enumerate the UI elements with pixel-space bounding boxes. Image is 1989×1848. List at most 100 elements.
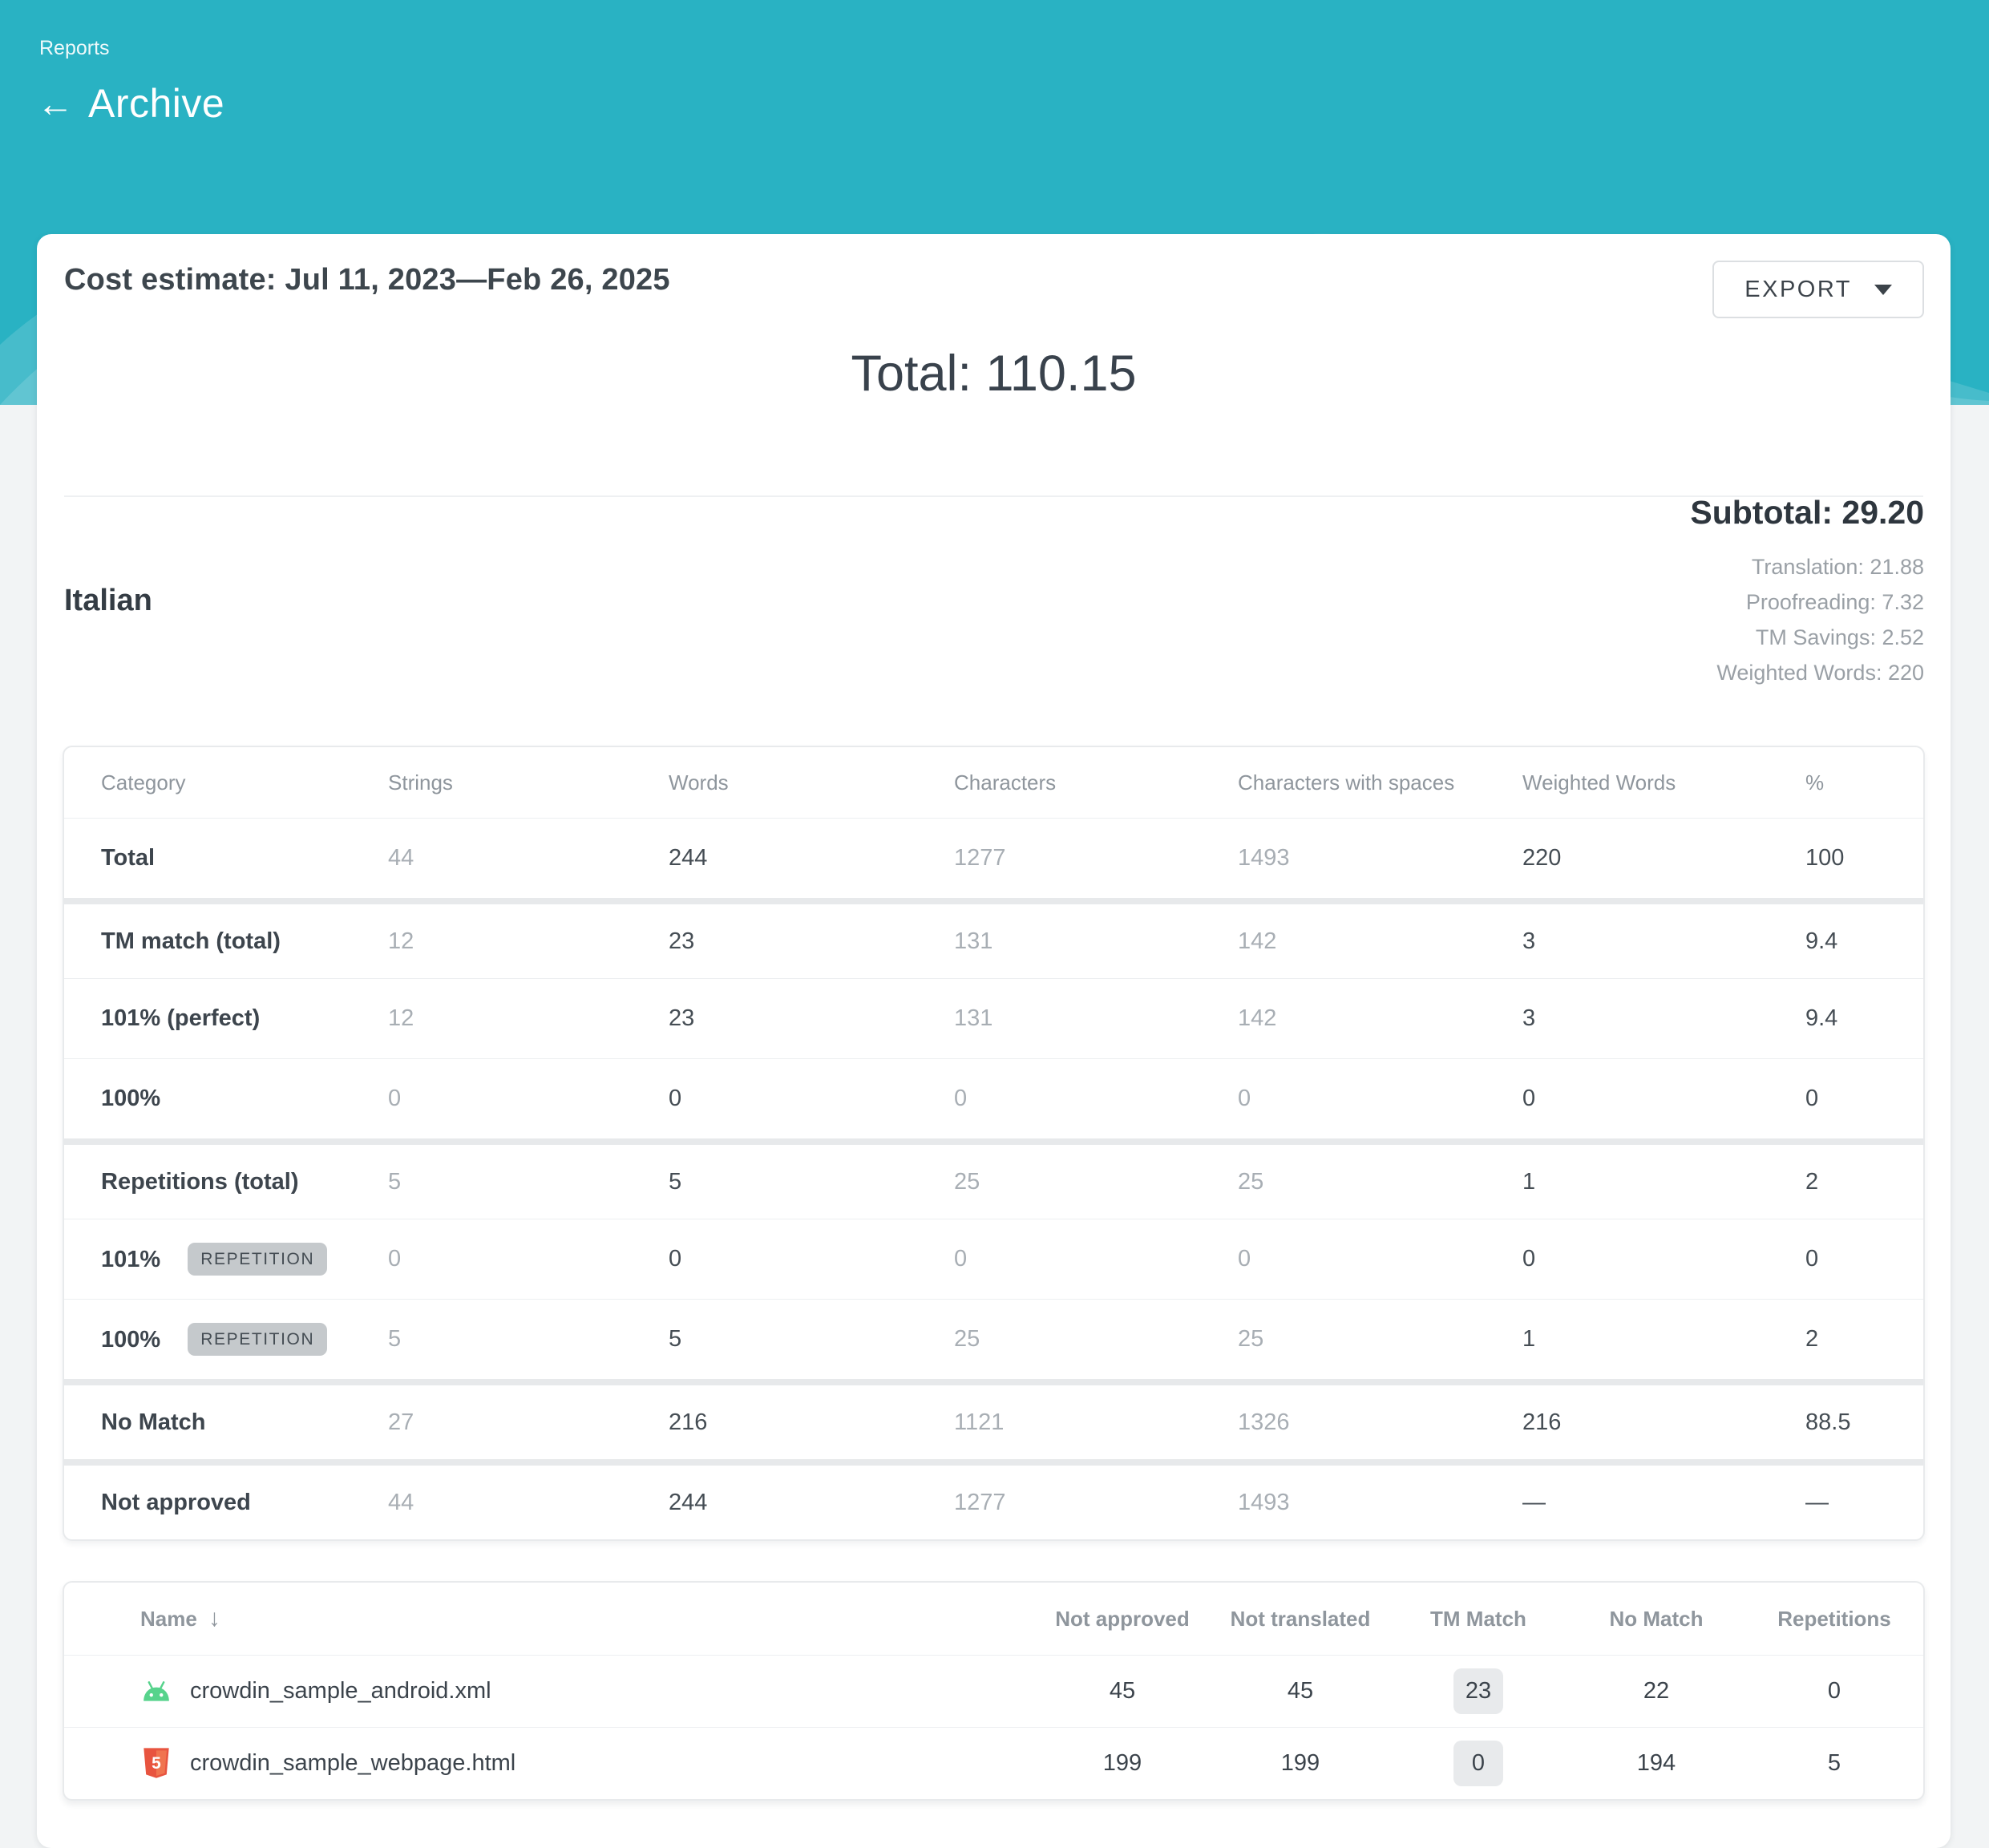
breadcrumb-reports[interactable]: Reports: [39, 37, 110, 59]
cell-value: 0: [954, 1086, 968, 1111]
android-icon: 5: [140, 1676, 172, 1708]
page-title-row: ← Archive: [37, 80, 224, 127]
report-card: Cost estimate: Jul 11, 2023—Feb 26, 2025…: [37, 234, 1951, 1848]
column-header-words: Words: [669, 770, 729, 795]
repetition-badge: REPETITION: [188, 1243, 328, 1276]
cell-value: 216: [1522, 1409, 1562, 1435]
cell-value: 44: [388, 845, 414, 871]
cell-value: 45: [1109, 1678, 1136, 1704]
cell-value: 22: [1643, 1678, 1670, 1704]
cell-value: 5: [1827, 1750, 1841, 1776]
cell-value: 199: [1280, 1750, 1320, 1776]
cell-value: 244: [669, 845, 708, 871]
category-label: No Match: [101, 1409, 206, 1435]
files-table-body: 5 crowdin_sample_android.xml 45 45 23 22 0 5: [64, 1655, 1923, 1799]
table-row: Repetitions (total) 5 5 25 25 1 2: [64, 1138, 1923, 1219]
column-header-characters-with-spaces: Characters with spaces: [1238, 770, 1455, 795]
table-row: 100% REPETITION 5 5 25 25 1 2: [64, 1299, 1923, 1379]
cell-value: 44: [388, 1489, 414, 1515]
category-label: TM match (total): [101, 928, 281, 954]
column-header-name-label: Name: [140, 1606, 197, 1631]
file-name: crowdin_sample_webpage.html: [190, 1750, 516, 1776]
cell-value: 216: [669, 1409, 708, 1435]
cell-value: 0: [669, 1246, 682, 1272]
file-name: crowdin_sample_android.xml: [190, 1678, 491, 1704]
column-header-not-translated: Not translated: [1230, 1606, 1371, 1631]
tm-match-pill: 23: [1453, 1668, 1503, 1714]
column-header-name[interactable]: Name ↓: [64, 1605, 1033, 1632]
table-row: 101% (perfect) 12 23 131 142 3 9.4: [64, 978, 1923, 1058]
language-name: Italian: [64, 584, 152, 617]
tm-match-pill: 0: [1453, 1741, 1503, 1786]
cell-value: 9.4: [1805, 928, 1838, 954]
cell-value: 142: [1238, 1005, 1277, 1031]
cell-value: 1277: [954, 1489, 1006, 1515]
repetition-badge: REPETITION: [188, 1323, 328, 1356]
cell-value: 5: [669, 1168, 682, 1195]
category-label: 100%: [101, 1086, 161, 1111]
category-label: 101%: [101, 1247, 161, 1272]
column-header-tm-match: TM Match: [1430, 1606, 1526, 1631]
column-header-repetitions: Repetitions: [1777, 1606, 1891, 1631]
section-divider: [64, 495, 1923, 497]
cell-value: 0: [1389, 1741, 1567, 1786]
cell-value: 0: [954, 1246, 968, 1272]
cell-value: 0: [1522, 1086, 1536, 1111]
cell-value: 1: [1522, 1326, 1536, 1352]
category-label: 101% (perfect): [101, 1005, 261, 1031]
table-row: 101% REPETITION 0 0 0 0 0 0: [64, 1219, 1923, 1299]
column-header-not-approved: Not approved: [1055, 1606, 1190, 1631]
table-row: 100% 0 0 0 0 0 0: [64, 1058, 1923, 1138]
cell-value: 5: [388, 1326, 402, 1352]
cell-value: 220: [1522, 845, 1562, 871]
subtotal-block: Subtotal: 29.20 Translation: 21.88 Proof…: [1690, 494, 1924, 690]
category-table-body: Total 44 244 1277 1493 220 100 TM match (tota…: [64, 818, 1923, 1539]
cell-value: 25: [1238, 1168, 1264, 1195]
svg-text:5: 5: [152, 1753, 161, 1772]
sort-descending-icon[interactable]: ↓: [208, 1605, 220, 1632]
cell-value: 100: [1805, 845, 1845, 871]
cell-value: 131: [954, 928, 993, 954]
cell-value: 194: [1636, 1750, 1676, 1776]
file-row: 5 crowdin_sample_android.xml 45 45 23 22 0: [64, 1655, 1923, 1727]
export-button[interactable]: EXPORT: [1712, 261, 1924, 318]
cell-value: 27: [388, 1409, 414, 1435]
report-title: Cost estimate: Jul 11, 2023—Feb 26, 2025: [64, 263, 670, 297]
grand-total: Total: 110.15: [851, 346, 1137, 402]
cell-value: 0: [1238, 1246, 1251, 1272]
column-header-weighted-words: Weighted Words: [1522, 770, 1676, 795]
cell-value: 2: [1805, 1168, 1819, 1195]
chevron-down-icon: [1874, 284, 1892, 295]
cell-value: 2: [1805, 1326, 1819, 1352]
html5-icon: 5: [140, 1747, 172, 1780]
cell-value: 1326: [1238, 1409, 1290, 1435]
cell-value: 0: [1522, 1246, 1536, 1272]
back-arrow-icon[interactable]: ←: [37, 83, 74, 124]
cell-value: 0: [1827, 1678, 1841, 1704]
cell-value: 5: [388, 1168, 402, 1195]
cell-value: 23: [669, 928, 695, 954]
cell-value: 1121: [954, 1409, 1005, 1435]
cell-value: 0: [1238, 1086, 1251, 1111]
file-row: 5 crowdin_sample_webpage.html 199 199 0 194…: [64, 1727, 1923, 1799]
cell-value: 3: [1522, 1005, 1536, 1031]
subtotal-weighted-words: Weighted Words: 220: [1716, 661, 1924, 685]
column-header-category: Category: [101, 770, 186, 795]
subtotal-translation: Translation: 21.88: [1751, 555, 1924, 579]
cell-value: 142: [1238, 928, 1277, 954]
cell-value: 88.5: [1805, 1409, 1851, 1435]
table-row: No Match 27 216 1121 1326 216 88.5: [64, 1379, 1923, 1459]
cell-value: 0: [669, 1086, 682, 1111]
category-label: Not approved: [101, 1489, 251, 1515]
table-row: Total 44 244 1277 1493 220 100: [64, 818, 1923, 898]
cell-value: 23: [1389, 1668, 1567, 1714]
cell-value: —: [1522, 1489, 1546, 1515]
cell-value: 1493: [1238, 845, 1290, 871]
cell-value: —: [1805, 1489, 1829, 1515]
cell-value: 23: [669, 1005, 695, 1031]
category-table-header: Category Strings Words Characters Charac…: [64, 747, 1923, 818]
cell-value: 0: [1805, 1246, 1819, 1272]
page-title: Archive: [88, 81, 225, 126]
category-label: Repetitions (total): [101, 1168, 299, 1195]
